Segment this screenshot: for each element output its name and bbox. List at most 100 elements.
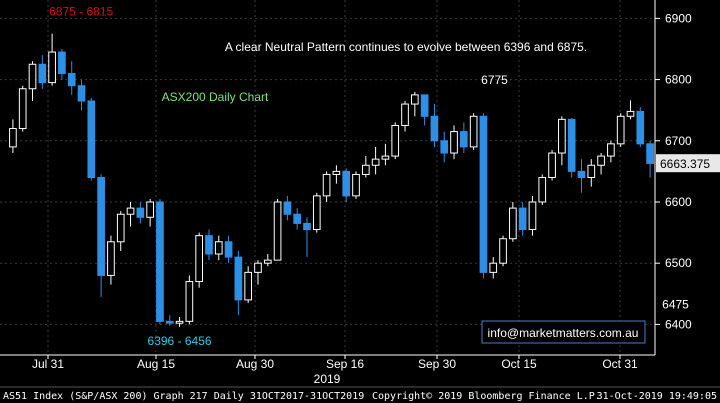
candle-body-up	[616, 115, 625, 145]
candle-body-down	[156, 201, 164, 322]
candle	[420, 94, 429, 126]
candle	[558, 116, 566, 166]
last-price-box	[656, 154, 720, 173]
candle	[518, 201, 527, 236]
headline-annotation: A clear Neutral Pattern continues to evo…	[225, 40, 587, 54]
candle-body-down	[479, 115, 488, 273]
candle-body-up	[175, 320, 184, 324]
candle	[175, 317, 184, 327]
candle-body-up	[489, 262, 498, 273]
candle-body-up	[107, 241, 115, 276]
candle-body-up	[273, 201, 282, 261]
candle-body-down	[87, 100, 96, 178]
candle	[528, 195, 537, 236]
candle-body-down	[293, 213, 302, 224]
candle	[67, 61, 76, 95]
x-tick-label: Sep 16	[326, 357, 364, 371]
candle	[185, 275, 194, 325]
candle	[146, 198, 154, 227]
candle	[538, 174, 547, 206]
candle-body-up	[381, 155, 390, 160]
footer-bar	[0, 387, 720, 403]
candle	[77, 79, 86, 111]
last-price-label: 6663.375	[660, 157, 710, 171]
candle-body-up	[450, 131, 458, 154]
candle	[28, 61, 37, 101]
candle	[254, 260, 262, 285]
candle	[548, 149, 556, 181]
candle	[116, 211, 125, 251]
candle	[205, 229, 213, 261]
y-tick-label: 6600	[665, 195, 692, 209]
candle	[450, 125, 458, 160]
level-annotation: 6875 - 6815	[49, 5, 113, 19]
candle	[489, 257, 498, 279]
candle	[499, 235, 507, 267]
candle-body-down	[567, 118, 576, 172]
candle	[195, 232, 203, 288]
candle	[97, 174, 105, 297]
candle	[263, 254, 272, 267]
candle	[18, 85, 27, 132]
footer-left: AS51 Index (S&P/ASX 200) Graph 217 Daily…	[3, 391, 364, 402]
candle-body-up	[263, 259, 272, 264]
candle	[58, 48, 66, 80]
candle	[107, 235, 115, 285]
candle-body-up	[607, 143, 615, 157]
level-annotation: 6775	[481, 73, 508, 87]
candle-body-down	[420, 94, 429, 117]
candle-body-up	[146, 201, 154, 218]
candle-body-up	[597, 155, 605, 166]
candle	[332, 165, 341, 184]
candle	[214, 235, 223, 261]
y-axis: 6400 6500 6600 6700 6800 6900 6663.375	[654, 0, 720, 355]
candle-body-up	[587, 164, 596, 179]
candle	[597, 153, 605, 175]
candle	[607, 140, 615, 163]
candle-body-up	[469, 115, 478, 148]
candle-body-down	[67, 72, 76, 87]
candle-body-down	[303, 222, 311, 231]
candle	[479, 113, 488, 279]
candle	[87, 97, 96, 181]
footer-center: Copyright© 2019 Bloomberg Finance L.P.	[372, 391, 601, 402]
candle-body-up	[126, 207, 135, 215]
candle	[361, 156, 370, 178]
candle	[430, 104, 439, 147]
candlestick-series	[9, 33, 654, 327]
candle-body-up	[391, 124, 400, 157]
level-annotation: 6396 - 6456	[148, 334, 212, 348]
candle	[646, 140, 654, 178]
watermark-box	[481, 320, 646, 344]
candle	[38, 55, 47, 89]
candle	[165, 315, 174, 326]
candle	[126, 201, 135, 227]
candle-body-up	[352, 173, 360, 197]
candle	[303, 217, 311, 258]
candle-body-down	[518, 207, 527, 231]
candle-body-down	[430, 115, 439, 142]
candle-body-up	[254, 262, 262, 273]
y-tick-label: 6900	[665, 11, 692, 25]
candle-body-down	[283, 201, 292, 215]
candle-body-up	[509, 207, 517, 240]
candle-body-up	[9, 128, 17, 148]
candle	[9, 119, 17, 154]
candle-body-up	[371, 158, 380, 166]
candle	[469, 113, 478, 150]
candle-body-down	[77, 85, 86, 102]
candle-body-down	[38, 63, 47, 84]
candle-body-up	[528, 201, 537, 231]
candle-body-down	[224, 241, 233, 258]
candle-body-down	[97, 177, 105, 276]
x-axis: Jul 31 Aug 15 Aug 30 Sep 16 Sep 30 Oct 15 Oct …	[0, 354, 655, 386]
candle-body-up	[332, 170, 341, 175]
candle	[283, 195, 292, 221]
candle	[567, 118, 576, 178]
candle	[636, 107, 645, 147]
candle-body-up	[410, 94, 419, 105]
candle-body-down	[165, 320, 174, 324]
candle	[342, 168, 351, 202]
candle	[616, 113, 625, 147]
